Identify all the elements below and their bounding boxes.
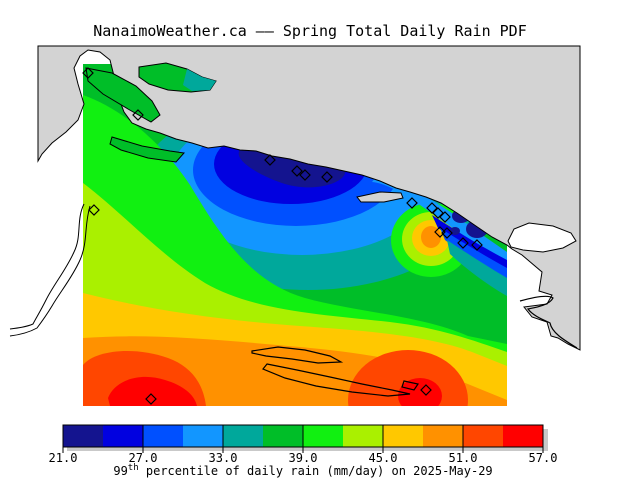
- station-marker: [420, 384, 432, 396]
- station-marker: [426, 202, 438, 214]
- station-marker: [434, 226, 446, 238]
- colorbar-segment: [103, 425, 143, 447]
- station-markers: [82, 67, 483, 405]
- colorbar-segment: [143, 425, 183, 447]
- station-marker: [457, 237, 469, 249]
- colorbar-tick-label: 21.0: [49, 451, 78, 465]
- inlet-white: [507, 222, 577, 253]
- colorbar-segment: [463, 425, 503, 447]
- station-marker: [321, 171, 333, 183]
- colorbar-tick-label: 45.0: [369, 451, 398, 465]
- island-outline-3: [401, 380, 419, 391]
- page-title: NanaimoWeather.ca —— Spring Total Daily …: [93, 22, 527, 40]
- colorbar-caption: 99th percentile of daily rain (mm/day) o…: [113, 463, 492, 478]
- colorbar-segment: [343, 425, 383, 447]
- colorbar-tick-label: 51.0: [449, 451, 478, 465]
- caption-rest: percentile of daily rain (mm/day) on 202…: [139, 464, 493, 478]
- station-marker: [264, 154, 276, 166]
- caption-base: 99: [113, 464, 127, 478]
- island-sliver-gray: [356, 191, 404, 203]
- colorbar-segment: [183, 425, 223, 447]
- max-core-right-red: [398, 378, 442, 406]
- left-coastline-b: [9, 205, 91, 337]
- coastal-spit-green: [109, 136, 185, 163]
- coastal-band-blue: [432, 215, 507, 270]
- colorbar-tick-label: 27.0: [129, 451, 158, 465]
- station-marker: [432, 207, 444, 219]
- island-outline-1: [251, 346, 344, 364]
- colorbar-tick-label: 57.0: [529, 451, 558, 465]
- station-marker: [471, 239, 483, 251]
- island-outline-2: [262, 363, 411, 397]
- coastal-band-royal: [440, 228, 507, 280]
- colorbar-segment: [423, 425, 463, 447]
- station-marker: [439, 211, 451, 223]
- station-marker: [82, 67, 94, 79]
- colorbar-segment: [303, 425, 343, 447]
- colorbar-tick-label: 39.0: [289, 451, 318, 465]
- island-teal-end: [183, 69, 216, 91]
- colorbar-segment: [383, 425, 423, 447]
- coastal-peninsula-green: [85, 67, 161, 123]
- coastal-band-teal: [447, 240, 507, 296]
- colorbar-segment: [63, 425, 103, 447]
- caption-superscript: th: [128, 463, 139, 473]
- colorbar-segment: [263, 425, 303, 447]
- station-marker: [291, 165, 303, 177]
- colorbar-segment: [223, 425, 263, 447]
- right-coast-squiggle: [519, 295, 578, 349]
- station-marker: [406, 197, 418, 209]
- station-marker: [132, 109, 144, 121]
- station-marker: [145, 393, 157, 405]
- station-marker: [441, 227, 453, 239]
- max-core-left-red: [108, 376, 197, 406]
- colorbar: [62, 424, 544, 448]
- station-marker: [88, 204, 100, 216]
- colorbar-segment: [503, 425, 543, 447]
- colorbar-tick-label: 33.0: [209, 451, 238, 465]
- station-marker: [299, 169, 311, 181]
- colorbar-ticks: 21.0 27.0 33.0 39.0 45.0 51.0 57.0: [49, 447, 558, 465]
- left-coastline-a: [9, 203, 85, 330]
